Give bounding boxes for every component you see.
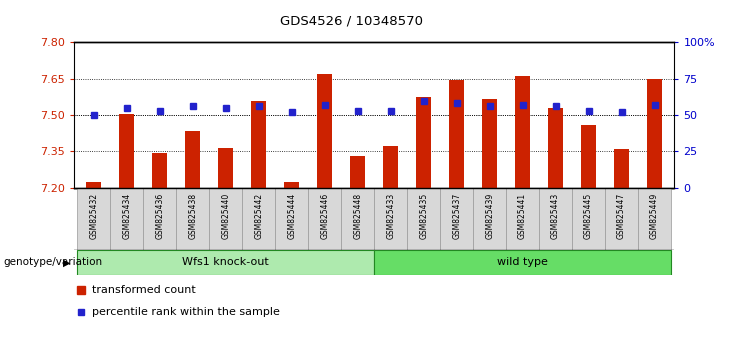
- Text: GSM825435: GSM825435: [419, 193, 428, 239]
- Bar: [440, 188, 473, 250]
- Text: GSM825447: GSM825447: [617, 193, 626, 239]
- Bar: [416, 97, 431, 188]
- Text: GSM825441: GSM825441: [518, 193, 527, 239]
- Bar: [408, 188, 440, 250]
- Text: GSM825443: GSM825443: [551, 193, 560, 239]
- Text: GSM825444: GSM825444: [288, 193, 296, 239]
- Bar: [185, 131, 200, 188]
- Bar: [209, 188, 242, 250]
- Bar: [87, 182, 102, 188]
- Bar: [572, 188, 605, 250]
- Bar: [242, 188, 275, 250]
- Text: GSM825438: GSM825438: [188, 193, 197, 239]
- Text: GSM825436: GSM825436: [156, 193, 165, 239]
- Bar: [119, 114, 134, 188]
- Text: GSM825437: GSM825437: [452, 193, 461, 239]
- Bar: [317, 74, 332, 188]
- Bar: [219, 148, 233, 188]
- Bar: [647, 79, 662, 188]
- Bar: [548, 108, 563, 188]
- Bar: [539, 188, 572, 250]
- Bar: [482, 99, 497, 188]
- Bar: [110, 188, 143, 250]
- Bar: [275, 188, 308, 250]
- Text: GDS4526 / 10348570: GDS4526 / 10348570: [281, 14, 423, 27]
- Bar: [605, 188, 638, 250]
- Bar: [251, 101, 266, 188]
- Bar: [383, 147, 398, 188]
- Text: percentile rank within the sample: percentile rank within the sample: [92, 307, 280, 317]
- Bar: [374, 250, 671, 275]
- Bar: [506, 188, 539, 250]
- Text: GSM825434: GSM825434: [122, 193, 131, 239]
- Bar: [581, 125, 596, 188]
- Bar: [176, 188, 209, 250]
- Bar: [449, 80, 464, 188]
- Bar: [77, 250, 374, 275]
- Bar: [614, 149, 629, 188]
- Text: transformed count: transformed count: [92, 285, 196, 296]
- Text: GSM825446: GSM825446: [320, 193, 329, 239]
- Text: GSM825432: GSM825432: [90, 193, 99, 239]
- Bar: [350, 156, 365, 188]
- Text: wild type: wild type: [497, 257, 548, 267]
- Bar: [374, 188, 408, 250]
- Bar: [77, 188, 110, 250]
- Bar: [638, 188, 671, 250]
- Text: GSM825442: GSM825442: [254, 193, 263, 239]
- Text: GSM825445: GSM825445: [584, 193, 593, 239]
- Text: GSM825440: GSM825440: [222, 193, 230, 239]
- Bar: [153, 153, 167, 188]
- Text: GSM825448: GSM825448: [353, 193, 362, 239]
- Text: ▶: ▶: [63, 257, 70, 267]
- Bar: [285, 182, 299, 188]
- Bar: [308, 188, 341, 250]
- Bar: [515, 76, 530, 188]
- Text: GSM825449: GSM825449: [650, 193, 659, 239]
- Text: GSM825433: GSM825433: [386, 193, 395, 239]
- Bar: [143, 188, 176, 250]
- Bar: [341, 188, 374, 250]
- Text: Wfs1 knock-out: Wfs1 knock-out: [182, 257, 269, 267]
- Text: GSM825439: GSM825439: [485, 193, 494, 239]
- Bar: [473, 188, 506, 250]
- Text: genotype/variation: genotype/variation: [4, 257, 103, 267]
